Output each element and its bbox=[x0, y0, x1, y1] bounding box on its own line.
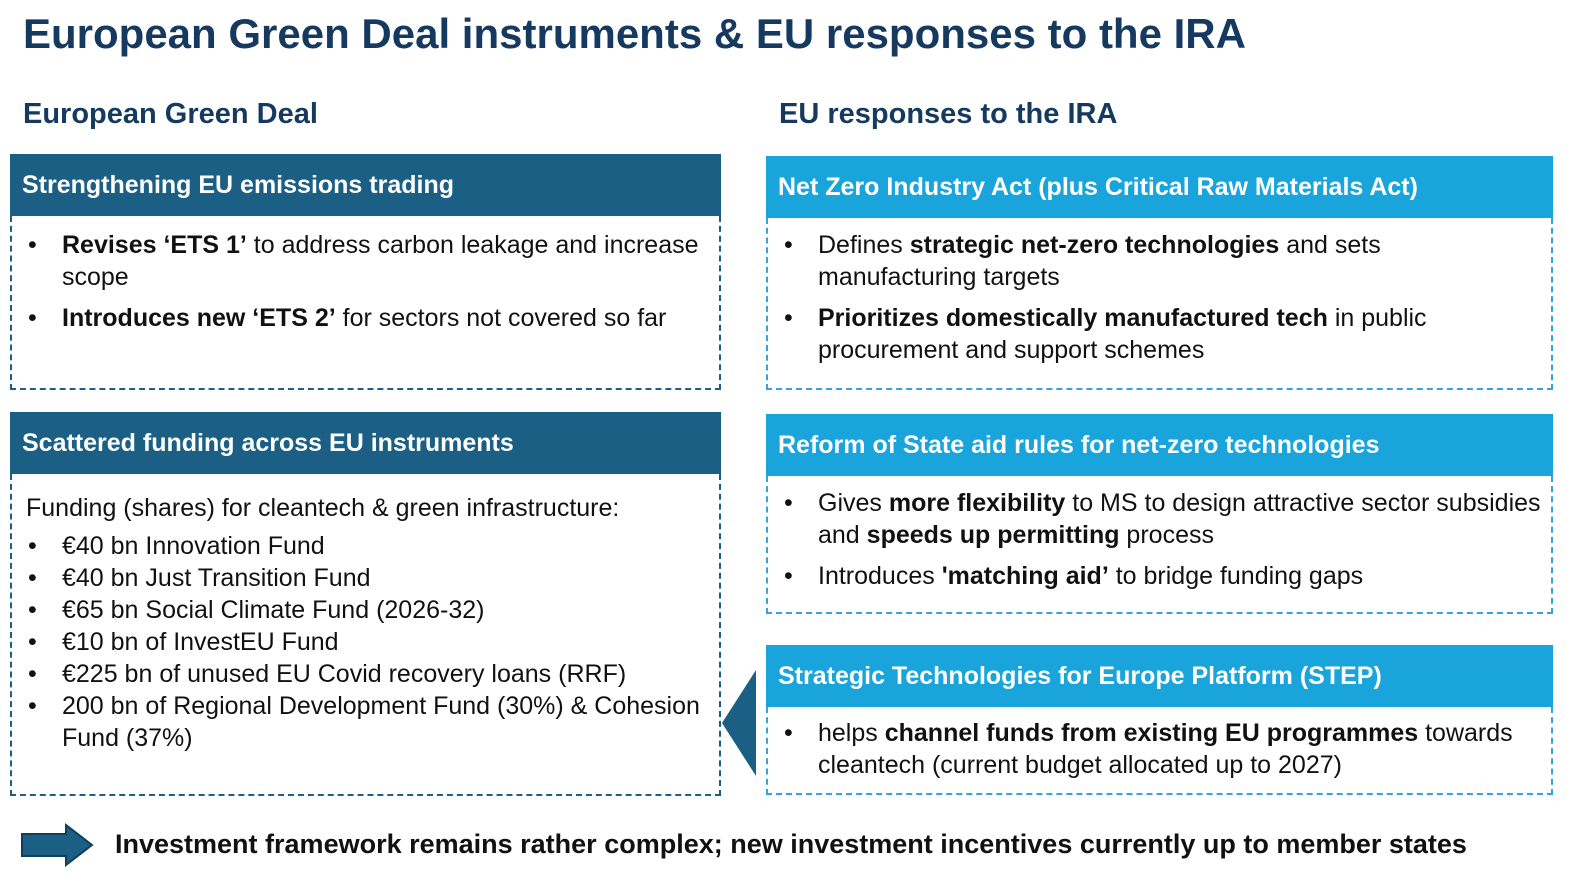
step-box-header: Strategic Technologies for Europe Platfo… bbox=[766, 645, 1553, 707]
state-aid-box: Reform of State aid rules for net-zero t… bbox=[766, 414, 1553, 614]
left-column-heading: European Green Deal bbox=[23, 98, 318, 130]
right-arrow-icon bbox=[21, 822, 94, 868]
list-item: Defines strategic net-zero technologies … bbox=[782, 229, 1541, 293]
conclusion-text: Investment framework remains rather comp… bbox=[115, 829, 1467, 859]
step-box-body: helps channel funds from existing EU pro… bbox=[766, 707, 1553, 795]
ets-box: Strengthening EU emissions trading Revis… bbox=[10, 154, 721, 390]
ets-box-header: Strengthening EU emissions trading bbox=[10, 154, 721, 216]
funding-box: Scattered funding across EU instruments … bbox=[10, 412, 721, 796]
funding-intro: Funding (shares) for cleantech & green i… bbox=[26, 494, 620, 522]
list-item: €225 bn of unused EU Covid recovery loan… bbox=[26, 658, 709, 690]
funding-box-header: Scattered funding across EU instruments bbox=[10, 412, 721, 474]
list-item: helps channel funds from existing EU pro… bbox=[782, 717, 1541, 781]
triangle-left-icon bbox=[722, 670, 756, 776]
nzia-box: Net Zero Industry Act (plus Critical Raw… bbox=[766, 156, 1553, 390]
funding-box-body: Funding (shares) for cleantech & green i… bbox=[10, 474, 721, 796]
list-item: Introduces new ‘ETS 2’ for sectors not c… bbox=[26, 302, 709, 334]
list-item: €10 bn of InvestEU Fund bbox=[26, 626, 709, 658]
nzia-box-header: Net Zero Industry Act (plus Critical Raw… bbox=[766, 156, 1553, 218]
list-item: €65 bn Social Climate Fund (2026-32) bbox=[26, 594, 709, 626]
list-item: 200 bn of Regional Development Fund (30%… bbox=[26, 690, 709, 754]
state-aid-box-body: Gives more flexibility to MS to design a… bbox=[766, 476, 1553, 614]
nzia-box-body: Defines strategic net-zero technologies … bbox=[766, 218, 1553, 390]
state-aid-box-header: Reform of State aid rules for net-zero t… bbox=[766, 414, 1553, 476]
page-title: European Green Deal instruments & EU res… bbox=[23, 10, 1246, 57]
list-item: Introduces 'matching aid’ to bridge fund… bbox=[782, 560, 1541, 592]
list-item: Prioritizes domestically manufactured te… bbox=[782, 302, 1541, 366]
list-item: €40 bn Innovation Fund bbox=[26, 530, 709, 562]
ets-box-body: Revises ‘ETS 1’ to address carbon leakag… bbox=[10, 216, 721, 390]
list-item: Revises ‘ETS 1’ to address carbon leakag… bbox=[26, 229, 709, 293]
list-item: Gives more flexibility to MS to design a… bbox=[782, 487, 1541, 551]
right-column-heading: EU responses to the IRA bbox=[779, 98, 1118, 130]
list-item: €40 bn Just Transition Fund bbox=[26, 562, 709, 594]
step-box: Strategic Technologies for Europe Platfo… bbox=[766, 645, 1553, 795]
